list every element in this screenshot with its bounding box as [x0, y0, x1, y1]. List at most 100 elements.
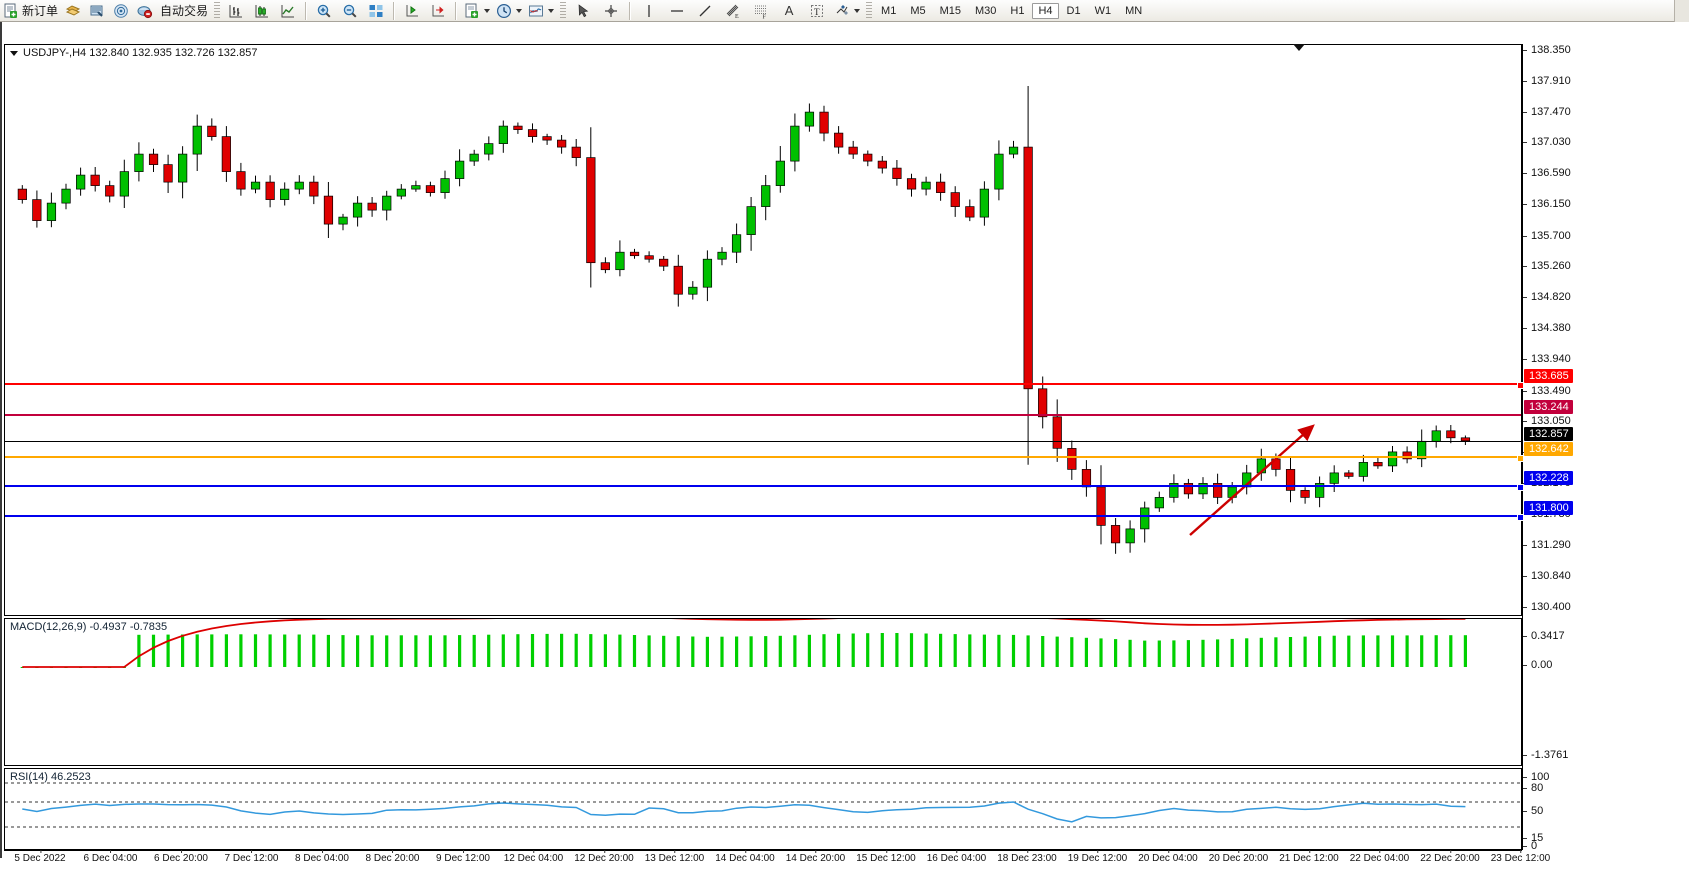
toolbar-separator-3: [455, 2, 457, 20]
price-badge-entry-level[interactable]: 132.642: [1524, 442, 1573, 456]
time-tick: 14 Dec 20:00: [786, 853, 846, 864]
chevron-down-icon-3[interactable]: [548, 9, 554, 13]
price-badge-support-lower[interactable]: 131.800: [1524, 501, 1573, 515]
line-anchor-handle[interactable]: [1517, 455, 1524, 462]
indicator-tick: 50: [1523, 805, 1543, 817]
main-toolbar: 新订单 自动交易: [0, 0, 1689, 22]
crosshair-icon[interactable]: [603, 3, 619, 19]
chart-symbol-label: USDJPY-,H4 132.840 132.935 132.726 132.8…: [10, 47, 257, 59]
price-line-entry-level[interactable]: [5, 456, 1521, 458]
drawings-button[interactable]: [831, 1, 863, 21]
time-tick: 8 Dec 20:00: [366, 853, 420, 864]
toolbar-separator: [305, 2, 307, 20]
price-tick: 131.290: [1523, 539, 1571, 551]
new-order-button[interactable]: 新订单: [0, 1, 61, 21]
time-tick: 23 Dec 12:00: [1491, 853, 1551, 864]
auto-scroll-icon[interactable]: [404, 3, 420, 19]
vertical-line-icon[interactable]: [641, 3, 657, 19]
new-order-icon: [3, 3, 19, 19]
zoom-in-icon[interactable]: [316, 3, 332, 19]
timeframe-h4[interactable]: H4: [1032, 3, 1058, 19]
cursor-icon[interactable]: [575, 3, 591, 19]
tile-windows-icon[interactable]: [368, 3, 384, 19]
timeframe-m5[interactable]: M5: [904, 3, 931, 19]
price-line-current-price[interactable]: [5, 441, 1521, 442]
time-axis[interactable]: 5 Dec 2022 6 Dec 04:00 6 Dec 20:00 7 Dec 12…: [4, 850, 1522, 870]
price-tick: 133.940: [1523, 353, 1571, 365]
profiles-icon[interactable]: [65, 3, 81, 19]
price-badge-current-price[interactable]: 132.857: [1524, 427, 1573, 441]
price-tick: 136.150: [1523, 198, 1571, 210]
uptrend-arrow[interactable]: [5, 45, 1521, 615]
timeframe-w1[interactable]: W1: [1089, 3, 1118, 19]
svg-text:F: F: [763, 14, 767, 19]
time-tick: 12 Dec 20:00: [574, 853, 634, 864]
timeframe-mn[interactable]: MN: [1119, 3, 1148, 19]
bar-chart-icon[interactable]: [228, 3, 244, 19]
timeframe-m30[interactable]: M30: [969, 3, 1002, 19]
timeframe-h1[interactable]: H1: [1004, 3, 1030, 19]
line-chart-icon[interactable]: [280, 3, 296, 19]
time-tick: 21 Dec 12:00: [1279, 853, 1339, 864]
indicator-tick: 0.00: [1523, 659, 1552, 671]
templates-button[interactable]: [525, 1, 557, 21]
price-badge-resistance-lower[interactable]: 133.244: [1524, 400, 1573, 414]
price-tick: 137.910: [1523, 75, 1571, 87]
rsi-pane[interactable]: RSI(14) 46.2523: [4, 768, 1522, 850]
time-tick: 16 Dec 04:00: [927, 853, 987, 864]
equidistant-channel-icon[interactable]: E: [725, 3, 741, 19]
text-label-icon[interactable]: T: [809, 3, 825, 19]
price-tick: 135.700: [1523, 230, 1571, 242]
terminal-icon[interactable]: [137, 3, 153, 19]
price-line-support-upper[interactable]: [5, 485, 1521, 487]
price-tick: 130.840: [1523, 570, 1571, 582]
price-axis[interactable]: 138.350 137.910 137.470 137.030 136.590 136.1…: [1522, 44, 1689, 850]
time-tick: 20 Dec 04:00: [1138, 853, 1198, 864]
zoom-out-icon[interactable]: [342, 3, 358, 19]
line-anchor-handle[interactable]: [1517, 514, 1524, 521]
toolbar-grip-2[interactable]: [560, 2, 566, 20]
chart-shift-icon[interactable]: [430, 3, 446, 19]
time-tick: 19 Dec 12:00: [1068, 853, 1128, 864]
line-anchor-handle[interactable]: [1517, 484, 1524, 491]
price-tick: 133.490: [1523, 385, 1571, 397]
price-line-resistance-lower[interactable]: [5, 414, 1521, 416]
indicators-button[interactable]: [461, 1, 493, 21]
price-tick: 135.260: [1523, 260, 1571, 272]
chevron-down-icon-2[interactable]: [516, 9, 522, 13]
horizontal-line-icon[interactable]: [669, 3, 685, 19]
periods-button[interactable]: [493, 1, 525, 21]
fibonacci-icon[interactable]: F: [753, 3, 769, 19]
time-tick: 14 Dec 04:00: [715, 853, 775, 864]
price-tick: 134.820: [1523, 291, 1571, 303]
time-tick: 5 Dec 2022: [14, 853, 65, 864]
price-pane[interactable]: [4, 44, 1522, 616]
time-tick: 15 Dec 12:00: [856, 853, 916, 864]
macd-pane[interactable]: MACD(12,26,9) -0.4937 -0.7835: [4, 618, 1522, 766]
chevron-down-icon[interactable]: [484, 9, 490, 13]
candlestick-chart-icon[interactable]: [254, 3, 270, 19]
chart-menu-caret-icon[interactable]: [10, 51, 18, 56]
line-anchor-handle[interactable]: [1517, 382, 1524, 389]
macd-series: [5, 619, 1521, 765]
toolbar-grip-3[interactable]: [866, 2, 872, 20]
rsi-label: RSI(14) 46.2523: [10, 771, 91, 783]
market-watch-icon[interactable]: [89, 3, 105, 19]
price-line-resistance-upper[interactable]: [5, 383, 1521, 385]
toolbar-grip[interactable]: [214, 2, 220, 20]
time-tick: 8 Dec 04:00: [295, 853, 349, 864]
navigator-icon[interactable]: [113, 3, 129, 19]
chevron-down-icon-4[interactable]: [854, 9, 860, 13]
timeframe-d1[interactable]: D1: [1061, 3, 1087, 19]
price-line-support-lower[interactable]: [5, 515, 1521, 517]
trendline-icon[interactable]: [697, 3, 713, 19]
timeframe-m15[interactable]: M15: [934, 3, 967, 19]
price-badge-support-upper[interactable]: 132.228: [1524, 471, 1573, 485]
timeframe-m1[interactable]: M1: [875, 3, 902, 19]
text-icon[interactable]: A: [781, 3, 797, 19]
price-badge-resistance-upper[interactable]: 133.685: [1524, 369, 1573, 383]
auto-trading-button[interactable]: 自动交易: [157, 1, 211, 21]
auto-trading-label: 自动交易: [160, 2, 208, 19]
time-tick: 20 Dec 20:00: [1209, 853, 1269, 864]
scroll-indicator-icon[interactable]: [1293, 44, 1305, 51]
